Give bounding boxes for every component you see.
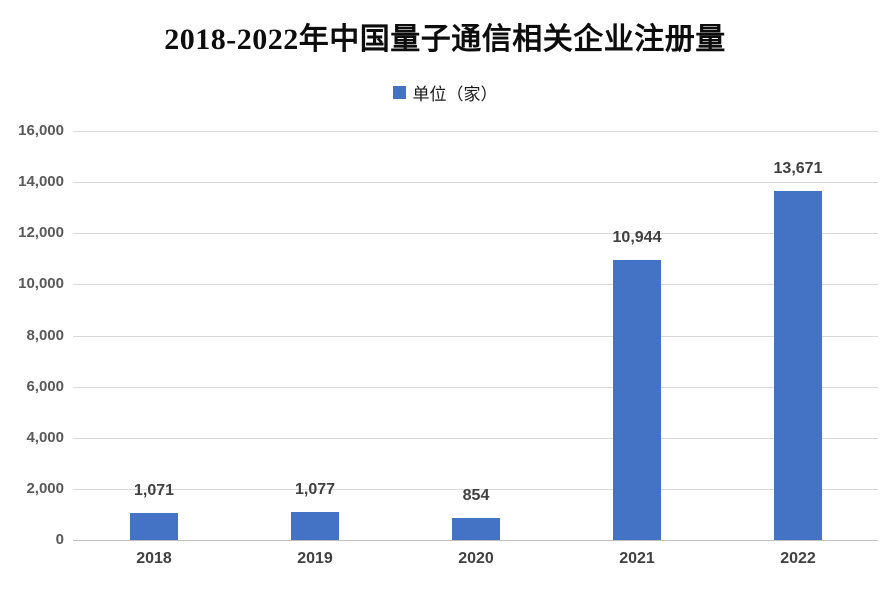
y-axis-tick-label: 16,000 <box>18 122 64 139</box>
y-axis-tick-label: 14,000 <box>18 173 64 190</box>
legend-color-swatch <box>392 86 406 99</box>
legend: 单位（家） <box>0 80 890 105</box>
x-axis-category-label: 2022 <box>780 550 816 567</box>
bar-2022 <box>774 191 822 540</box>
gridline <box>73 387 878 388</box>
y-axis-tick-label: 6,000 <box>26 378 64 395</box>
bar-2021 <box>613 260 661 540</box>
gridline <box>73 284 878 285</box>
gridline <box>73 182 878 183</box>
gridline <box>73 438 878 439</box>
y-axis-tick-label: 2,000 <box>26 480 64 497</box>
chart-title: 2018-2022年中国量子通信相关企业注册量 <box>164 23 726 56</box>
x-axis-line <box>73 540 878 541</box>
y-axis-tick-label: 10,000 <box>18 275 64 292</box>
bar-value-label: 13,671 <box>773 160 823 177</box>
x-axis-category-label: 2018 <box>136 550 172 567</box>
gridline <box>73 233 878 234</box>
bar-2018 <box>130 513 178 540</box>
y-axis-tick-label: 8,000 <box>26 327 64 344</box>
x-axis-category-label: 2020 <box>458 550 494 567</box>
x-axis-category-label: 2021 <box>619 550 655 567</box>
gridline <box>73 336 878 337</box>
gridline <box>73 489 878 490</box>
y-axis-tick-label: 12,000 <box>18 224 64 241</box>
x-axis-category-label: 2019 <box>297 550 333 567</box>
bar-2019 <box>291 512 339 540</box>
legend-series-label: 单位（家） <box>412 85 498 104</box>
y-axis-tick-label: 0 <box>55 531 64 548</box>
plot-area: 16,000 14,000 12,000 10,000 8,000 6,000 4,000 2… <box>18 122 878 567</box>
bar-value-label: 10,944 <box>612 229 662 246</box>
gridline <box>73 131 878 132</box>
y-axis-tick-label: 4,000 <box>26 429 64 446</box>
bar-value-label: 854 <box>462 487 490 504</box>
bar-2020 <box>452 518 500 540</box>
bar-value-label: 1,071 <box>133 482 175 499</box>
bar-value-label: 1,077 <box>294 481 336 498</box>
